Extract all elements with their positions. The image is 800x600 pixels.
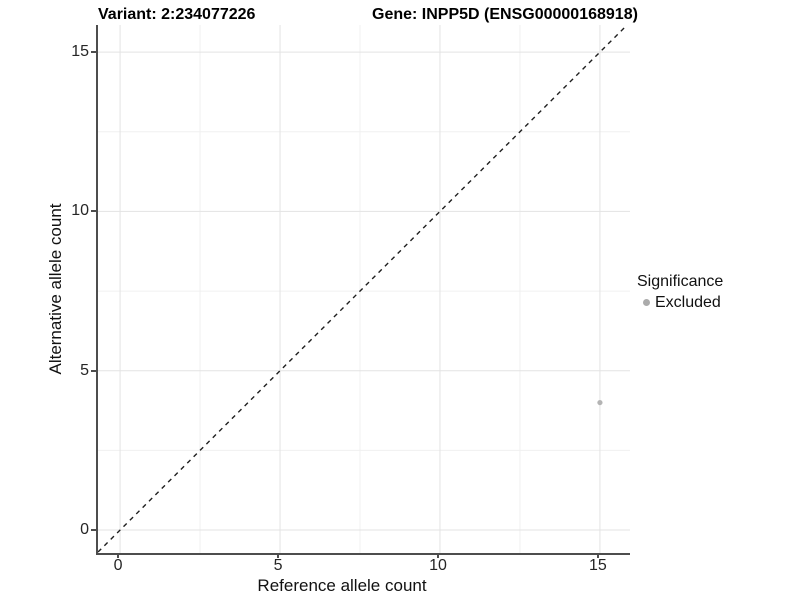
legend-key [637,294,655,312]
plot-panel [96,25,630,555]
x-tick-mark [596,553,599,558]
legend-title: Significance [637,273,724,290]
y-tick-label: 10 [71,202,89,220]
legend-item-excluded: Excluded [637,292,723,313]
legend-item-label: Excluded [655,293,721,311]
x-tick-mark [117,553,120,558]
gene-title: Gene: INPP5D (ENSG00000168918) [372,6,638,23]
plot-panel-canvas [98,25,630,553]
x-axis-title: Reference allele count [257,576,427,595]
variant-title: Variant: 2:234077226 [98,6,256,23]
y-tick-label: 5 [80,361,89,379]
y-tick-mark [91,210,96,213]
y-tick-mark [91,369,96,372]
y-axis-title: Alternative allele count [46,203,65,375]
y-tick-label: 15 [71,43,89,61]
x-tick-label: 0 [113,557,123,574]
legend: Significance Excluded [637,271,723,313]
y-tick-mark [91,529,96,532]
identity-line [98,25,628,553]
excluded-point-icon [642,299,650,306]
x-tick-mark [277,553,280,558]
x-tick-label: 15 [589,557,607,574]
x-tick-mark [436,553,439,558]
x-tick-label: 5 [273,557,283,574]
data-point-excluded [597,399,603,406]
x-tick-label: 10 [429,557,447,574]
y-tick-mark [91,51,96,54]
y-tick-label: 0 [80,521,89,539]
